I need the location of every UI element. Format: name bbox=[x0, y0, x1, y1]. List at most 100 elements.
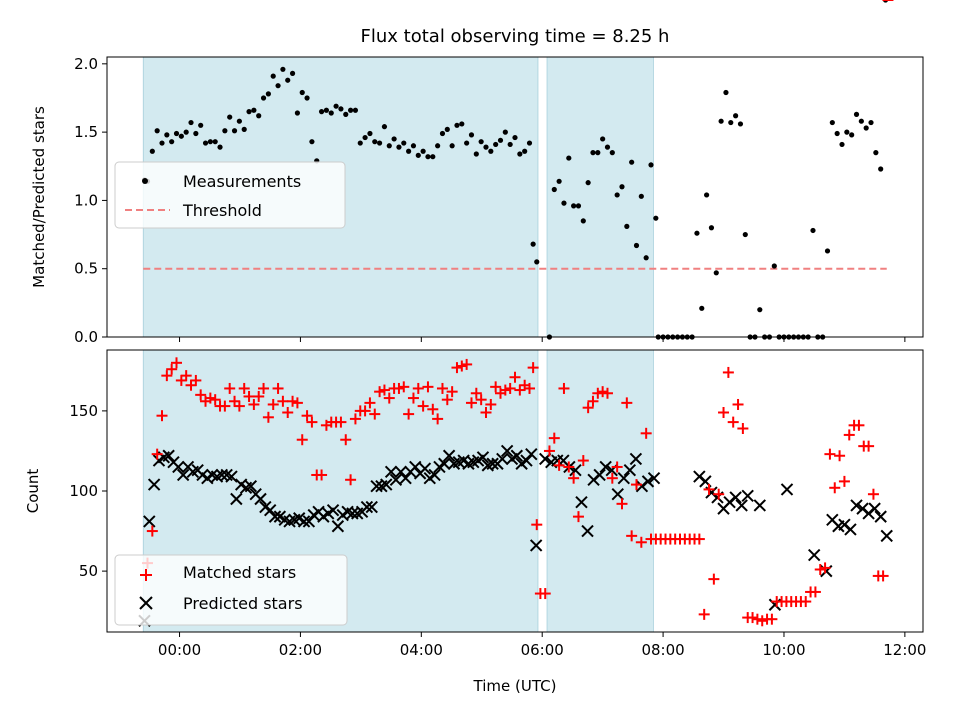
matched-star-point bbox=[253, 390, 265, 402]
measurement-point bbox=[318, 109, 325, 115]
predicted-star-point bbox=[176, 468, 190, 482]
matched-star-point bbox=[349, 413, 361, 425]
predicted-star-point bbox=[394, 465, 407, 478]
measurement-point bbox=[526, 140, 533, 146]
matched-star-point bbox=[171, 357, 183, 369]
predicted-star-point bbox=[780, 483, 794, 496]
matched-star-point bbox=[592, 387, 604, 399]
measurement-point bbox=[357, 140, 363, 146]
matched-star-point bbox=[180, 370, 192, 382]
matched-star-point bbox=[853, 419, 865, 431]
measurement-point bbox=[285, 77, 291, 83]
top-y-tick-label-3: 1.5 bbox=[74, 123, 98, 141]
predicted-x-stroke bbox=[341, 505, 354, 519]
x-tick-label-4: 08:00 bbox=[641, 641, 684, 659]
measurement-point bbox=[377, 140, 383, 146]
matched-star-point bbox=[553, 459, 565, 471]
measurement-point bbox=[343, 111, 349, 117]
chart-title: Flux total observing time = 8.25 h bbox=[361, 26, 670, 47]
matched-star-point bbox=[219, 400, 231, 412]
measurement-point bbox=[585, 180, 591, 186]
matched-star-point bbox=[282, 406, 294, 418]
predicted-x-stroke bbox=[438, 457, 451, 470]
predicted-x-stroke bbox=[254, 492, 267, 506]
legend-predicted-marker bbox=[139, 596, 153, 610]
measurement-point bbox=[275, 83, 281, 89]
bottom-y-tick-label-0: 50 bbox=[79, 562, 98, 580]
predicted-star-point bbox=[496, 452, 509, 466]
measurement-point bbox=[868, 119, 874, 126]
measurement-point bbox=[633, 242, 640, 249]
matched-star-point bbox=[727, 416, 739, 428]
predicted-x-stroke bbox=[147, 478, 161, 491]
measurement-point bbox=[367, 130, 373, 137]
measurement-point bbox=[362, 134, 368, 141]
matched-star-point bbox=[277, 395, 289, 407]
matched-star-point bbox=[190, 374, 202, 386]
measurement-point bbox=[530, 241, 536, 247]
measurement-point bbox=[834, 130, 840, 137]
matched-star-point bbox=[708, 573, 720, 585]
top-y-tick-label-1: 0.5 bbox=[74, 260, 98, 278]
matched-star-point bbox=[630, 479, 642, 491]
measurement-point bbox=[522, 148, 528, 154]
measurement-point bbox=[415, 152, 421, 158]
matched-star-point bbox=[427, 403, 439, 415]
predicted-star-point bbox=[647, 471, 661, 485]
predicted-x-stroke bbox=[297, 515, 311, 528]
matched-star-point bbox=[296, 434, 308, 446]
matched-star-point bbox=[621, 397, 633, 409]
measurement-point bbox=[829, 119, 835, 126]
matched-star-point bbox=[582, 402, 594, 414]
measurement-point bbox=[386, 143, 392, 149]
predicted-star-point bbox=[365, 500, 378, 514]
matched-star-point bbox=[514, 384, 526, 396]
predicted-x-stroke bbox=[143, 515, 156, 528]
measurement-point bbox=[294, 110, 300, 116]
matched-star-point bbox=[233, 400, 245, 412]
predicted-star-point bbox=[389, 473, 403, 486]
predicted-star-point bbox=[331, 520, 345, 533]
predicted-star-point bbox=[370, 479, 383, 493]
matched-star-point bbox=[398, 381, 410, 393]
matched-star-point bbox=[558, 382, 570, 394]
predicted-star-point bbox=[807, 548, 821, 562]
matched-star-point bbox=[809, 586, 821, 598]
predicted-star-point bbox=[581, 524, 594, 538]
measurement-point bbox=[708, 225, 715, 231]
shaded-interval-2 bbox=[546, 56, 654, 338]
matched-star-point bbox=[456, 360, 468, 372]
measurement-point bbox=[372, 139, 378, 145]
top-y-tick-label-2: 1.0 bbox=[74, 191, 98, 209]
predicted-x-stroke bbox=[225, 470, 238, 483]
predicted-star-point bbox=[162, 449, 175, 462]
matched-star-point bbox=[499, 384, 511, 396]
legend-predicted-label: Predicted stars bbox=[183, 594, 303, 613]
predicted-star-point bbox=[409, 460, 422, 474]
matched-star-point bbox=[151, 448, 163, 460]
x-tick-label-3: 06:00 bbox=[521, 641, 564, 659]
predicted-x-stroke bbox=[215, 468, 229, 482]
measurement-point bbox=[619, 184, 625, 190]
x-tick-label-1: 02:00 bbox=[279, 641, 322, 659]
predicted-x-stroke bbox=[331, 520, 345, 533]
matched-star-point bbox=[470, 387, 482, 399]
predicted-x-stroke bbox=[476, 451, 490, 464]
matched-star-point bbox=[531, 519, 543, 531]
measurement-point bbox=[410, 143, 417, 149]
predicted-x-stroke bbox=[380, 478, 393, 491]
predicted-x-stroke bbox=[302, 515, 316, 528]
matched-star-point bbox=[267, 398, 279, 410]
predicted-x-stroke bbox=[278, 513, 291, 527]
predicted-star-point bbox=[880, 529, 893, 543]
measurement-point bbox=[425, 154, 431, 160]
predicted-star-point bbox=[599, 460, 612, 474]
measurement-point bbox=[571, 203, 577, 209]
predicted-star-point bbox=[360, 500, 374, 514]
predicted-star-point bbox=[268, 510, 282, 523]
measurement-point bbox=[188, 119, 194, 126]
predicted-x-stroke bbox=[617, 471, 631, 485]
matched-star-point bbox=[572, 511, 584, 523]
matched-star-point bbox=[417, 400, 429, 412]
